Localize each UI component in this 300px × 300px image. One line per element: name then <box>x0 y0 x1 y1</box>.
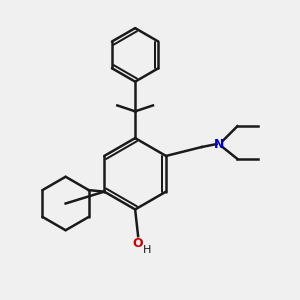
Text: H: H <box>143 244 151 255</box>
Text: N: N <box>214 138 225 151</box>
Text: O: O <box>133 237 143 250</box>
